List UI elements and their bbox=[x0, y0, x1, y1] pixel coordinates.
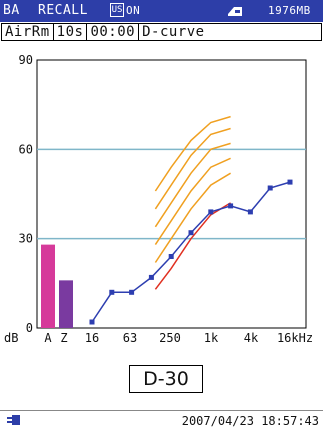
memory-remaining: 1976MB bbox=[268, 4, 311, 17]
x-tick-label: Z bbox=[60, 331, 67, 345]
y-tick-label: 90 bbox=[19, 53, 33, 67]
band-level-point bbox=[228, 203, 234, 209]
band-level-point bbox=[208, 209, 214, 215]
bottom-status-bar: 2007/04/23 18:57:43 bbox=[0, 410, 323, 431]
x-tick-label: 16 bbox=[85, 331, 99, 345]
criteria-curve bbox=[154, 127, 231, 210]
measurement-settings-row: AirRm 10s 00:00 D-curve bbox=[1, 23, 322, 41]
plot-frame bbox=[36, 59, 307, 329]
hold-state: ON bbox=[126, 4, 141, 17]
elapsed-time-field: 00:00 bbox=[87, 24, 140, 40]
mode-label: BA bbox=[3, 3, 20, 18]
criteria-curve bbox=[154, 115, 231, 192]
power-plug-icon bbox=[7, 415, 20, 425]
band-level-point bbox=[89, 319, 95, 325]
overall-bar-a bbox=[41, 244, 55, 328]
x-tick-label: 1k bbox=[204, 331, 219, 345]
band-level-point bbox=[168, 254, 174, 259]
memory-card-icon bbox=[228, 7, 242, 16]
x-tick-label: A bbox=[44, 331, 52, 345]
hold-badge: US bbox=[110, 3, 124, 17]
x-tick-label: 250 bbox=[159, 331, 181, 345]
band-level-point bbox=[188, 230, 194, 236]
reference-curve bbox=[154, 202, 231, 290]
criteria-curve bbox=[154, 157, 231, 246]
band-level-point bbox=[247, 209, 253, 215]
octave-band-chart: 0 30 60 90 dB A Z 16 63 250 1k 4k 16kHz bbox=[4, 53, 313, 345]
x-tick-label: 4k bbox=[244, 331, 259, 345]
y-tick-label: 0 bbox=[26, 321, 33, 335]
y-tick-label: 60 bbox=[19, 142, 33, 156]
band-level-point bbox=[148, 274, 154, 280]
screen-title: RECALL bbox=[38, 3, 88, 18]
x-tick-label: 16kHz bbox=[277, 331, 313, 345]
x-tick-label: 63 bbox=[123, 331, 137, 345]
y-unit-label: dB bbox=[4, 331, 18, 345]
criteria-curve bbox=[154, 142, 231, 228]
band-level-point bbox=[267, 185, 273, 191]
overall-bar-z bbox=[59, 280, 73, 328]
interval-field: 10s bbox=[54, 24, 88, 40]
y-tick-label: 30 bbox=[19, 232, 33, 246]
curve-type-field: D-curve bbox=[142, 24, 205, 40]
criteria-curve bbox=[154, 172, 231, 263]
curve-label-box: D-30 bbox=[129, 365, 203, 393]
band-level-point bbox=[129, 289, 135, 295]
location-field: AirRm bbox=[2, 24, 54, 40]
datetime-readout: 2007/04/23 18:57:43 bbox=[181, 414, 319, 428]
top-status-bar: BA RECALL US ON 1976MB bbox=[0, 0, 323, 22]
band-level-point bbox=[287, 179, 293, 185]
band-level-point bbox=[109, 289, 115, 295]
